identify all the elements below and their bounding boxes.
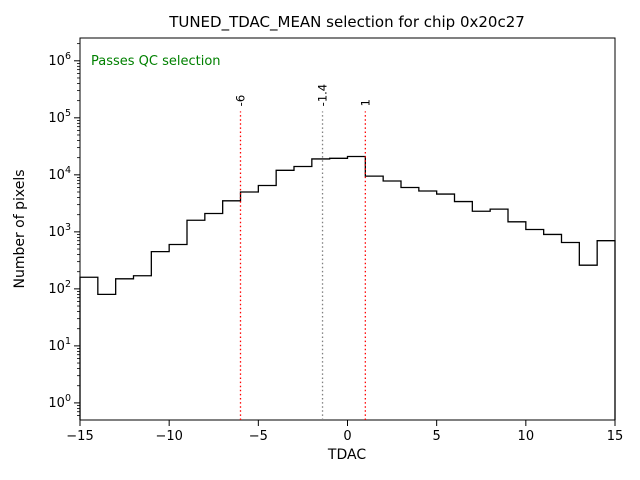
svg-text:15: 15 bbox=[607, 429, 624, 444]
svg-text:0: 0 bbox=[343, 429, 351, 444]
svg-text:100: 100 bbox=[48, 393, 71, 411]
qc-status-text: Passes QC selection bbox=[91, 54, 221, 69]
svg-text:-6: -6 bbox=[234, 95, 248, 106]
svg-text:106: 106 bbox=[48, 51, 71, 69]
svg-text:104: 104 bbox=[48, 165, 71, 183]
svg-text:101: 101 bbox=[48, 336, 71, 354]
chart-title: TUNED_TDAC_MEAN selection for chip 0x20c… bbox=[169, 13, 525, 31]
svg-text:−15: −15 bbox=[66, 429, 93, 444]
x-axis-label: TDAC bbox=[327, 447, 367, 463]
y-axis-label: Number of pixels bbox=[12, 169, 28, 289]
svg-text:105: 105 bbox=[48, 108, 71, 126]
svg-text:1: 1 bbox=[358, 99, 372, 106]
svg-text:−10: −10 bbox=[155, 429, 182, 444]
svg-text:103: 103 bbox=[48, 222, 71, 240]
svg-text:5: 5 bbox=[433, 429, 441, 444]
svg-text:10: 10 bbox=[518, 429, 535, 444]
svg-text:−5: −5 bbox=[249, 429, 268, 444]
svg-text:102: 102 bbox=[48, 279, 71, 297]
svg-text:-1.4: -1.4 bbox=[316, 84, 330, 106]
